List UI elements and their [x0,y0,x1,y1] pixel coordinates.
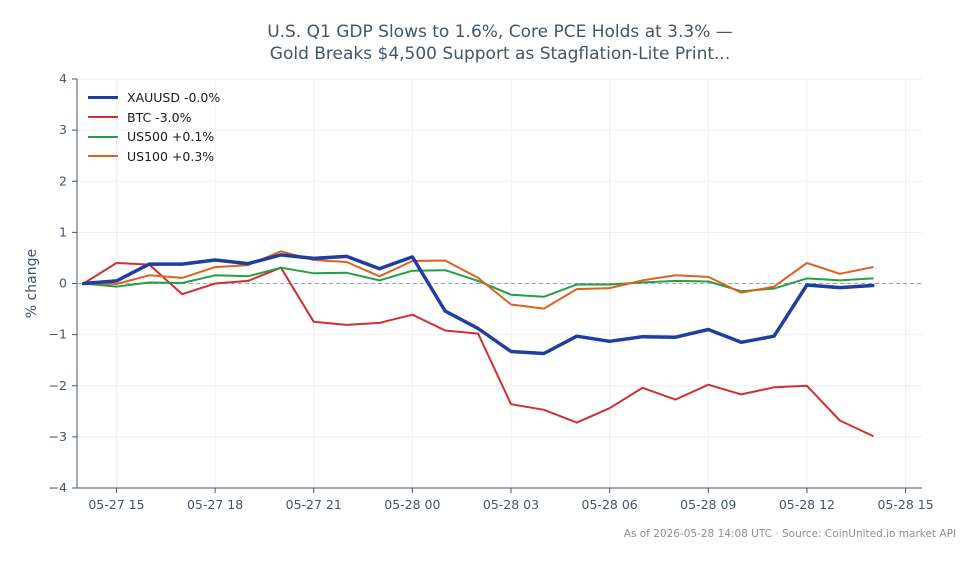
legend-item: BTC -3.0% [88,108,220,128]
series-line [81,253,875,356]
x-tick-label: 05-28 03 [483,497,539,512]
legend-swatch [88,155,118,158]
x-tick-label: 05-28 06 [582,497,638,512]
chart-title: U.S. Q1 GDP Slows to 1.6%, Core PCE Hold… [0,21,979,65]
legend-label: XAUUSD -0.0% [127,90,221,106]
legend-swatch [88,116,118,119]
legend-item: XAUUSD -0.0% [88,88,220,108]
legend-item: US500 +0.1% [88,127,220,147]
y-tick-label: 2 [59,173,67,188]
x-tick-label: 05-28 12 [779,497,835,512]
legend-label: US100 +0.3% [127,148,215,164]
chart-title-line-2: Gold Breaks $4,500 Support as Stagflatio… [269,44,731,64]
legend-swatch [88,135,118,138]
y-tick-label: 0 [59,276,67,291]
y-axis-label: % change [24,249,40,318]
x-tick-label: 05-27 18 [187,497,243,512]
x-tick-label: 05-28 09 [680,497,736,512]
x-tick-label: 05-28 00 [384,497,440,512]
y-tick-label: −1 [49,327,67,342]
chart-title-line-1: U.S. Q1 GDP Slows to 1.6%, Core PCE Hold… [267,22,733,42]
source-footnote: As of 2026-05-28 14:08 UTC · Source: Coi… [623,528,956,540]
legend-swatch [88,96,118,100]
legend: XAUUSD -0.0% BTC -3.0% US500 +0.1% US100… [88,88,220,166]
series-line [82,266,874,298]
legend-item: US100 +0.3% [88,147,220,167]
legend-label: BTC -3.0% [127,109,192,125]
y-tick-label: 4 [59,71,67,86]
x-tick-label: 05-27 21 [286,497,342,512]
legend-label: US500 +0.1% [127,129,215,145]
series-line [82,250,874,310]
y-tick-label: −2 [49,378,67,393]
series-line [82,262,874,437]
x-tick-label: 05-27 15 [88,497,144,512]
y-tick-label: −3 [49,429,67,444]
y-tick-label: 3 [59,122,67,137]
y-tick-label: 1 [59,224,67,239]
x-tick-label: 05-28 15 [877,497,933,512]
y-tick-label: −4 [49,480,67,495]
